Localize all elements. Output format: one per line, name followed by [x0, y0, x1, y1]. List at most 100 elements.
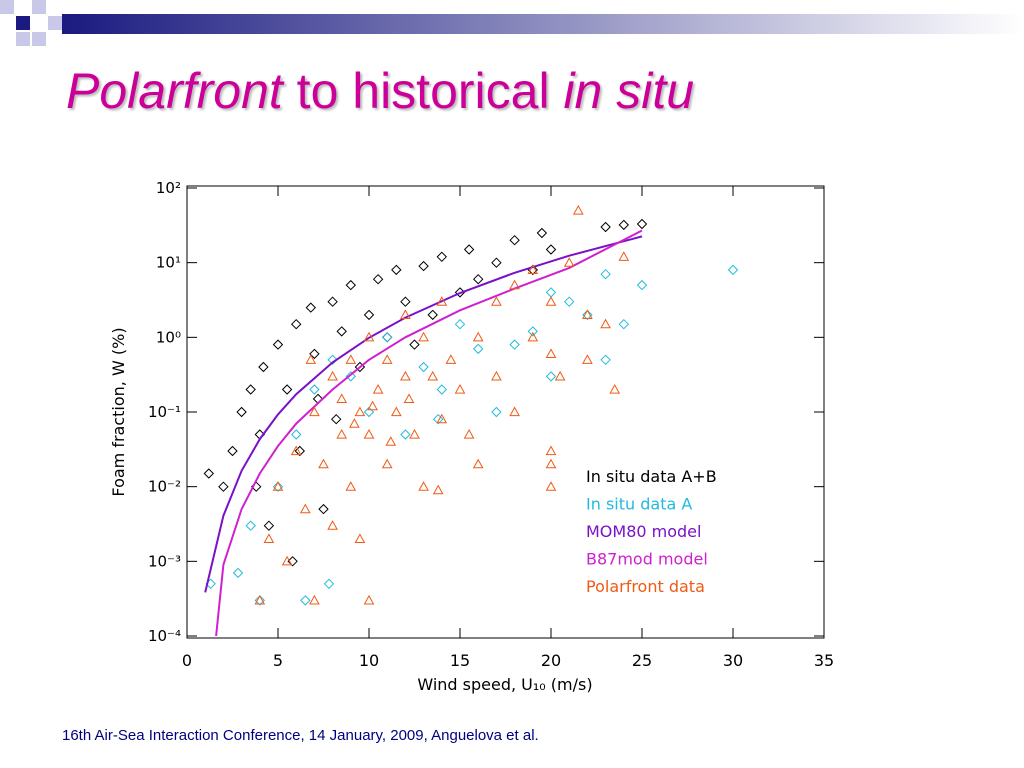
y-axis-label: Foam fraction, W (%)	[109, 327, 128, 496]
triangle-point	[363, 594, 375, 605]
triangle-point	[354, 533, 366, 543]
x-tick-label: 5	[273, 651, 283, 670]
diamond-point	[418, 260, 429, 272]
diamond-point	[345, 279, 357, 291]
triangle-point	[318, 458, 329, 469]
diamond-point	[363, 406, 375, 418]
legend-entry: Polarfront data	[586, 577, 705, 596]
diamond-point	[636, 279, 648, 291]
diamond-point	[427, 309, 438, 321]
diamond-point	[336, 326, 347, 337]
diamond-point	[232, 567, 244, 579]
triangle-point	[545, 458, 557, 469]
triangle-point	[345, 481, 357, 491]
triangle-point	[403, 393, 415, 403]
triangle-point	[572, 204, 584, 215]
triangle-point	[582, 309, 593, 319]
triangle-point	[545, 348, 557, 358]
diamond-point	[400, 429, 411, 440]
triangle-point	[336, 428, 348, 439]
title-part: in situ	[563, 63, 695, 119]
triangle-point	[436, 296, 448, 306]
triangle-point	[582, 354, 593, 364]
x-tick-label: 20	[541, 651, 561, 670]
diamond-point	[345, 371, 357, 382]
triangle-point	[381, 458, 393, 469]
diamond-point	[454, 318, 466, 330]
triangle-point	[463, 428, 475, 439]
diamond-point	[245, 384, 256, 395]
diamond-point	[300, 595, 311, 606]
diamond-point	[545, 244, 557, 255]
y-tick-label: 10²	[156, 179, 181, 197]
triangle-point	[309, 594, 320, 605]
diamond-point	[381, 332, 393, 343]
diamond-point	[636, 218, 648, 230]
y-tick-label: 10⁻¹	[148, 403, 181, 421]
diamond-point	[309, 348, 320, 360]
triangle-point	[263, 533, 275, 543]
triangle-point	[545, 296, 557, 306]
triangle-point	[527, 264, 539, 274]
triangle-point	[609, 383, 621, 394]
model-line	[215, 229, 643, 637]
triangle-point	[336, 393, 348, 403]
triangle-point	[327, 370, 338, 381]
diamond-point	[463, 244, 475, 255]
diamond-point	[391, 264, 402, 276]
slide-title: Polarfront to historical in situ	[66, 62, 694, 120]
diamond-point	[509, 234, 520, 246]
diamond-point	[536, 227, 548, 239]
triangle-point	[299, 503, 311, 514]
triangle-point	[472, 458, 484, 469]
triangle-point	[563, 257, 575, 267]
triangle-point	[436, 413, 448, 424]
diamond-point	[527, 326, 539, 337]
diamond-point	[372, 273, 384, 285]
diamond-point	[618, 219, 630, 231]
y-tick-label: 10¹	[156, 254, 181, 272]
diamond-point	[432, 413, 444, 425]
triangle-point	[545, 445, 557, 456]
triangle-point	[363, 428, 375, 439]
triangle-point	[509, 406, 520, 417]
triangle-point	[367, 400, 378, 411]
diamond-point	[305, 302, 317, 313]
title-part: Polarfront	[66, 63, 283, 119]
diamond-point	[263, 520, 275, 531]
x-tick-label: 10	[359, 651, 379, 670]
legend-entry: In situ data A	[586, 495, 692, 514]
diamond-point	[272, 339, 284, 350]
x-tick-label: 0	[182, 651, 192, 670]
triangle-point	[400, 309, 411, 319]
triangle-point	[290, 445, 302, 456]
diamond-point	[236, 406, 247, 418]
triangle-point	[345, 354, 357, 364]
diamond-point	[727, 264, 739, 276]
diamond-point	[618, 318, 630, 330]
x-tick-label: 35	[814, 651, 834, 670]
legend-entry: B87mod model	[586, 550, 708, 569]
diamond-point	[281, 384, 293, 395]
diamond-point	[258, 361, 269, 373]
x-tick-label: 30	[723, 651, 743, 670]
triangle-point	[491, 296, 502, 306]
triangle-point	[400, 370, 411, 381]
triangle-point	[390, 406, 402, 417]
legend-entry: MOM80 model	[586, 522, 701, 541]
triangle-point	[349, 418, 360, 428]
diamond-point	[472, 343, 484, 355]
diamond-point	[509, 339, 520, 350]
slide-decoration	[0, 0, 1024, 46]
triangle-point	[418, 481, 429, 491]
triangle-point	[432, 484, 444, 495]
footer: 16th Air-Sea Interaction Conference, 14 …	[62, 727, 539, 744]
triangle-point	[354, 406, 366, 417]
legend-entry: In situ data A+B	[586, 467, 717, 486]
diamond-point	[218, 481, 229, 492]
triangle-point	[381, 354, 393, 364]
diamond-point	[491, 257, 502, 268]
diamond-point	[400, 296, 411, 307]
diamond-point	[363, 309, 375, 321]
